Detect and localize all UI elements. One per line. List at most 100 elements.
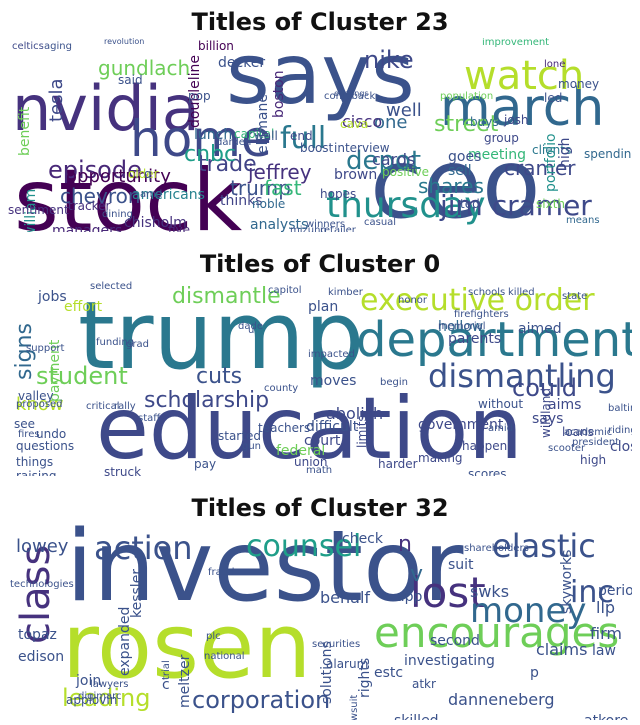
cloud-word: shareholders — [464, 543, 529, 554]
cloud-word: aimed — [518, 321, 562, 337]
cloud-word: parents — [448, 331, 502, 347]
cloud-word: chevron — [60, 184, 141, 208]
cloud-word: estc — [374, 665, 404, 681]
cloud-word: happen — [462, 439, 508, 453]
cloud-word: money — [470, 591, 587, 631]
cloud-word: march — [440, 78, 605, 138]
cloud-word: increase — [399, 475, 413, 476]
cloud-word: action — [94, 529, 193, 567]
cloud-word: tesla — [46, 78, 67, 122]
cloud-word: means — [566, 215, 600, 226]
cloud-word: aging — [44, 41, 72, 52]
cloud-word: retailer — [320, 225, 356, 233]
cloud-word: loans — [562, 425, 594, 439]
cloud-word: federal — [276, 443, 326, 459]
cloud-word: josh — [504, 113, 529, 127]
cloud-word: join — [76, 673, 102, 689]
cloud-word: student — [36, 362, 128, 390]
cloud-word: n — [398, 532, 412, 557]
cloud-word: benefit — [17, 106, 33, 156]
cloud-word: government — [418, 417, 504, 433]
cloud-word: killed — [508, 287, 535, 298]
cloud-word: ceo — [370, 128, 541, 232]
cloud-word: suit — [448, 557, 474, 573]
cloud-word: thinks — [220, 193, 263, 209]
cloud-word: digimarc — [78, 691, 122, 702]
cloud-word: atkore — [584, 714, 628, 720]
cloud-word: home — [130, 110, 272, 168]
cloud-word: one — [374, 112, 408, 133]
cloud-word: could — [512, 374, 577, 402]
cloud-word: mizuho — [290, 225, 327, 233]
cloud-word: critical — [86, 401, 120, 412]
cloud-word: pay — [194, 457, 217, 471]
cloud-word: selected — [90, 281, 133, 292]
cloud-word: says — [226, 38, 415, 123]
cloud-word: street — [434, 112, 499, 137]
cloud-word: americans — [132, 187, 205, 203]
cloud-word: wall — [254, 129, 278, 143]
cloud-word: gundlach — [98, 56, 191, 80]
cloud-word: v — [410, 562, 424, 587]
panel-cluster-23: Titles of Cluster 23 stock ceo says nvidia h… — [0, 0, 640, 240]
cloud-word: cuts — [196, 364, 243, 389]
cloud-word: hollow — [438, 319, 484, 335]
cloud-word: nike — [364, 46, 414, 74]
cloud-word: fast — [264, 176, 302, 200]
cloud-word: buys — [470, 115, 499, 129]
cloud-word: difficult — [306, 419, 359, 435]
cloud-word: end — [290, 129, 313, 143]
cloud-word: meeting — [468, 147, 527, 163]
cloud-word: atkr — [412, 677, 436, 691]
cloud-word: funding — [96, 337, 135, 348]
cloud-word: app — [396, 589, 423, 605]
cloud-word: claims — [536, 640, 588, 659]
cloud-word: dismantling — [428, 357, 616, 395]
cloud-word: securities — [312, 639, 361, 650]
cloud-word: capitol — [268, 285, 302, 296]
panel-title: Titles of Cluster 32 — [191, 494, 449, 522]
cloud-word: led — [544, 91, 563, 105]
cloud-word: tracker — [68, 199, 111, 213]
cloud-word: cnbc — [184, 142, 237, 167]
cloud-word: high — [580, 453, 607, 467]
word-cloud: investor rosen class encourages lost money act… — [8, 524, 632, 720]
cloud-word: abolish — [326, 404, 384, 423]
cloud-word: state — [562, 291, 588, 302]
cloud-word: making — [418, 451, 463, 465]
cloud-word: investor — [66, 524, 464, 624]
cloud-word: scholarship — [144, 388, 270, 413]
cloud-word: academic — [564, 427, 613, 438]
word-cloud: education trump department executive order d… — [8, 280, 632, 476]
cloud-word: solutions — [319, 641, 335, 704]
cloud-word: gun — [242, 441, 262, 452]
cloud-word: proposed — [16, 399, 63, 410]
cloud-word: dade — [238, 321, 263, 332]
cloud-word: earnings — [334, 89, 369, 98]
cloud-word: amd — [140, 189, 163, 200]
cloud-word: moves — [310, 373, 357, 389]
cloud-word: technologies — [10, 579, 74, 590]
cloud-word: education — [96, 379, 523, 476]
cloud-word: trial — [161, 660, 172, 680]
cloud-word: jobs — [38, 289, 67, 305]
cloud-word: danneneberg — [448, 690, 555, 709]
cloud-word: well — [386, 100, 422, 121]
cloud-word: firm — [590, 624, 622, 643]
cloud-word: stock — [14, 151, 243, 232]
cloud-word: celtics — [12, 41, 44, 52]
cloud-word: five — [168, 223, 191, 232]
cloud-word: jim cramer — [440, 189, 592, 222]
cloud-word: swks — [470, 582, 510, 601]
cloud-word: harder — [378, 457, 418, 471]
word-cloud: stock ceo says nvidia home march watch thursday… — [8, 38, 632, 232]
cloud-word: second — [430, 633, 480, 649]
cloud-word: revolution — [104, 38, 145, 46]
cloud-word: cisco — [342, 112, 383, 131]
cloud-word: lunch — [194, 127, 233, 143]
cloud-word: national — [204, 651, 245, 662]
cloud-word: teachers' — [258, 421, 314, 435]
cloud-word: brown — [334, 167, 378, 183]
cloud-word: pop — [188, 89, 211, 103]
